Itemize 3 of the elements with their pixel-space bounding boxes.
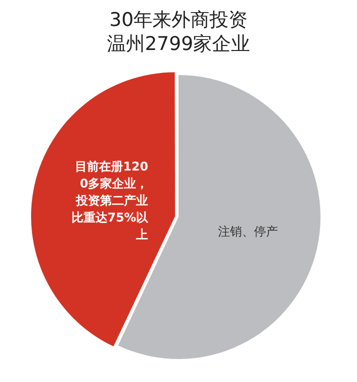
- slice-label: 目前在册1200多家企业，投资第二产业比重达75%以上: [71, 160, 150, 242]
- slice-label: 注销、停产: [218, 224, 278, 239]
- chart-title: 30年来外商投资温州2799家企业: [106, 8, 252, 56]
